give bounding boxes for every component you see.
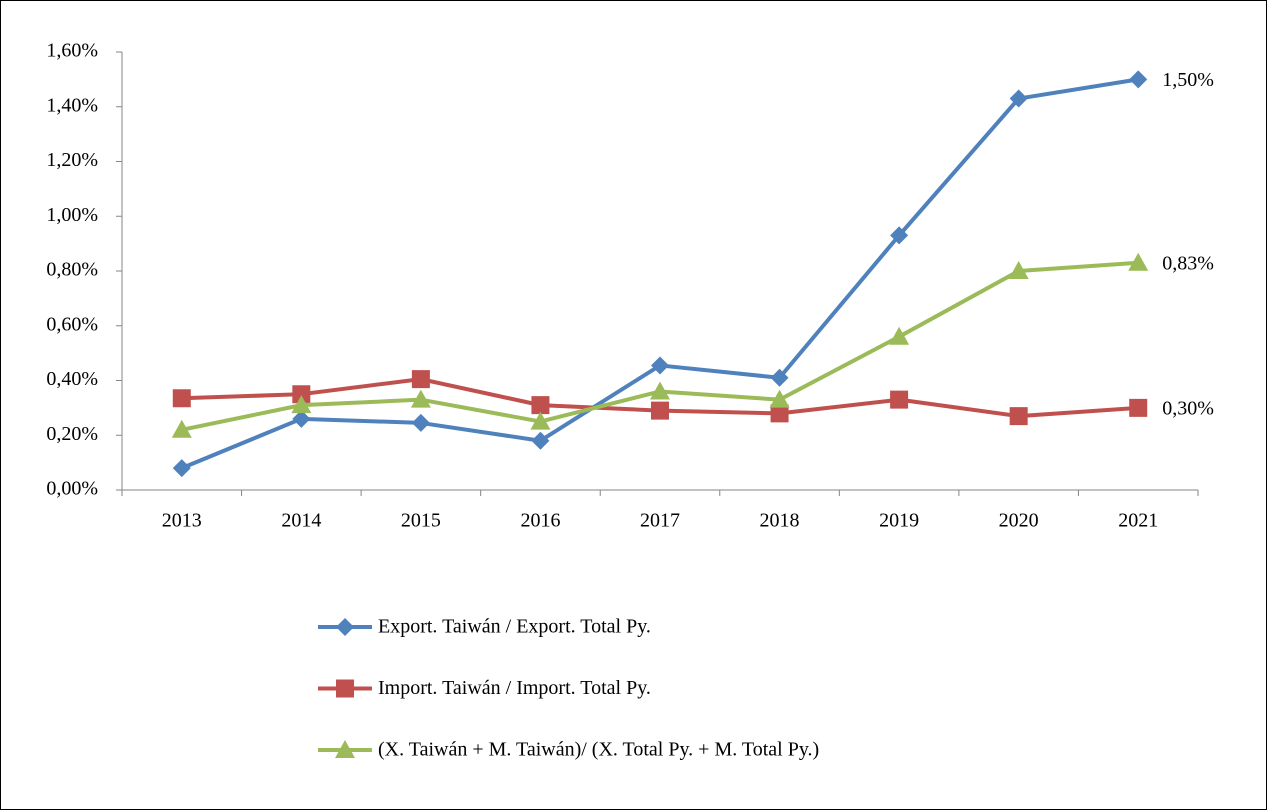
data-point <box>890 390 909 409</box>
legend-label: (X. Taiwán + M. Taiwán)/ (X. Total Py. +… <box>378 739 819 761</box>
data-label: 0,30% <box>1162 397 1214 419</box>
data-point <box>651 356 669 375</box>
y-tick-label: 1,60% <box>46 40 98 62</box>
data-point <box>1009 407 1028 426</box>
y-tick-label: 0,20% <box>46 423 98 445</box>
data-point <box>172 389 191 408</box>
y-tick-label: 0,80% <box>46 259 98 281</box>
data-point <box>1129 70 1148 89</box>
x-tick-label: 2014 <box>281 510 321 532</box>
legend-marker <box>336 679 354 698</box>
data-point <box>770 404 789 423</box>
legend-label: Export. Taiwán / Export. Total Py. <box>378 616 651 638</box>
data-point <box>410 389 431 408</box>
x-tick-label: 2017 <box>640 510 680 532</box>
x-tick-label: 2018 <box>760 510 800 532</box>
data-point <box>292 409 311 428</box>
data-label: 1,50% <box>1162 69 1214 91</box>
legend-label: Import. Taiwán / Import. Total Py. <box>378 677 651 699</box>
legend-marker <box>335 740 355 758</box>
x-tick-label: 2015 <box>401 510 441 532</box>
y-tick-label: 0,00% <box>46 478 98 500</box>
data-point <box>291 395 312 414</box>
x-tick-label: 2013 <box>162 510 202 532</box>
x-tick-label: 2020 <box>999 510 1039 532</box>
x-tick-label: 2019 <box>879 510 919 532</box>
y-tick-label: 1,20% <box>46 149 98 171</box>
data-point <box>769 389 790 408</box>
data-point <box>1009 89 1028 108</box>
data-point <box>531 396 550 415</box>
data-point <box>1128 252 1149 271</box>
data-point <box>889 326 910 345</box>
data-point <box>530 411 551 430</box>
y-tick-label: 0,60% <box>46 313 98 335</box>
data-point <box>172 459 191 478</box>
data-point <box>171 419 192 438</box>
data-point <box>650 381 670 400</box>
data-point <box>411 370 430 389</box>
x-tick-label: 2021 <box>1118 510 1158 532</box>
y-tick-label: 1,00% <box>46 204 98 226</box>
data-point <box>1008 261 1029 279</box>
data-point <box>770 368 789 387</box>
data-label: 0,83% <box>1162 252 1214 274</box>
x-tick-label: 2016 <box>520 510 560 532</box>
data-point <box>651 401 669 420</box>
y-tick-label: 0,40% <box>46 368 98 390</box>
legend-marker <box>336 618 354 636</box>
data-point <box>1129 398 1148 417</box>
data-point <box>411 413 430 432</box>
data-point <box>531 431 550 450</box>
data-point <box>890 226 909 245</box>
data-point <box>292 385 311 404</box>
y-tick-label: 1,40% <box>46 94 98 116</box>
